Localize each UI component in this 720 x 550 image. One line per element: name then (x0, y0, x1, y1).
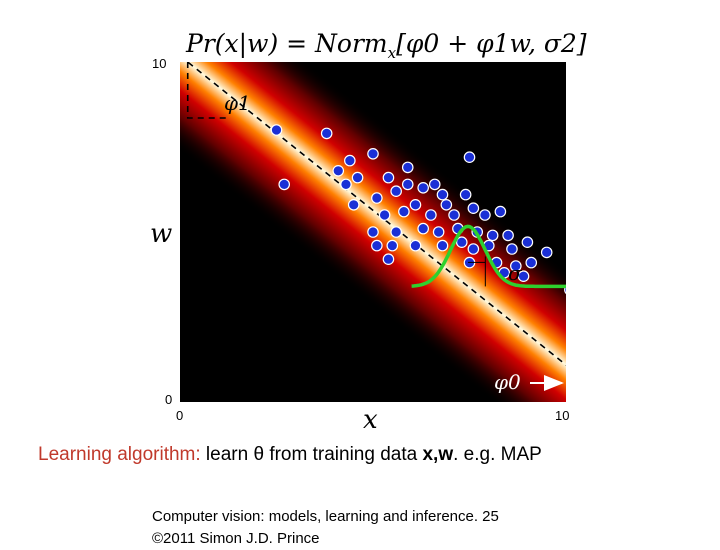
phi0-label: φ0 (494, 370, 521, 394)
regression-figure: Pr(x|w) = Normx[φ0 + φ1w, σ2] w x 10 0 0… (150, 29, 587, 435)
data-point (409, 199, 422, 211)
data-point (351, 171, 364, 184)
chart-title-args: [φ0 + φ1w, σ2] (396, 29, 587, 58)
data-point (440, 199, 453, 211)
data-point (320, 127, 333, 140)
plot-area (180, 62, 566, 402)
data-point (382, 253, 395, 266)
data-point (525, 256, 538, 269)
data-point (459, 188, 472, 201)
data-point (436, 239, 449, 252)
footer-line-2: ©2011 Simon J.D. Prince (152, 530, 320, 547)
data-point (371, 192, 383, 204)
data-point (510, 260, 522, 272)
gaussian-curve (411, 224, 566, 289)
phi1-slope-guide (186, 62, 226, 119)
y-axis-label: w (150, 219, 172, 249)
chart-title-main: Pr(x|w) = Norm (185, 29, 388, 59)
data-point (386, 239, 399, 252)
chart-title-subscript: x (388, 44, 397, 62)
x-tick-right: 10 (555, 408, 569, 423)
data-point (494, 205, 507, 218)
data-point (455, 236, 468, 248)
y-tick-bottom: 0 (165, 392, 172, 407)
y-tick-top: 10 (152, 56, 166, 71)
data-point (332, 165, 345, 177)
data-point (467, 202, 480, 214)
phi1-label: φ1 (224, 91, 251, 115)
data-point (506, 243, 518, 255)
data-points (270, 124, 566, 295)
chart-title: Pr(x|w) = Normx[φ0 + φ1w, σ2] (185, 29, 587, 62)
sigma-label: σ (508, 261, 523, 285)
data-point (417, 182, 429, 194)
data-point (432, 226, 445, 238)
caption: Learning algorithm: learn θ from trainin… (38, 444, 542, 466)
caption-prefix: Learning algorithm: (38, 444, 201, 465)
slide-footer: Computer vision: models, learning and in… (152, 506, 499, 550)
data-point (448, 209, 460, 221)
data-point (278, 178, 291, 191)
data-point (521, 236, 534, 248)
data-point (344, 154, 356, 167)
data-point (540, 246, 553, 259)
data-point (371, 239, 383, 252)
data-point (428, 178, 441, 191)
data-point (367, 226, 379, 238)
data-point (502, 229, 514, 242)
data-point (390, 185, 402, 197)
x-tick-left: 0 (176, 408, 183, 423)
data-point (425, 209, 437, 221)
caption-suffix: . e.g. MAP (453, 444, 542, 465)
data-point (270, 124, 283, 136)
data-point (463, 151, 476, 163)
caption-after-theta: from training data (264, 444, 423, 465)
data-point (367, 148, 379, 160)
data-point (390, 226, 402, 238)
data-point (486, 229, 499, 242)
data-point (340, 178, 352, 191)
caption-before-theta: learn (200, 444, 254, 465)
data-point (401, 178, 414, 191)
x-axis-label: x (363, 405, 378, 435)
data-point (398, 205, 410, 218)
data-point (401, 161, 414, 174)
data-point (436, 188, 449, 201)
data-point (479, 209, 491, 221)
footer-line-1: Computer vision: models, learning and in… (152, 508, 499, 525)
data-point (517, 270, 530, 282)
caption-bold-vars: x,w (422, 444, 454, 465)
data-point (378, 209, 391, 221)
data-point (564, 285, 566, 295)
data-point (382, 171, 395, 184)
caption-theta: θ (253, 444, 265, 465)
data-point (409, 239, 422, 252)
data-point (467, 243, 480, 255)
data-point (417, 222, 429, 235)
data-point (347, 199, 360, 211)
